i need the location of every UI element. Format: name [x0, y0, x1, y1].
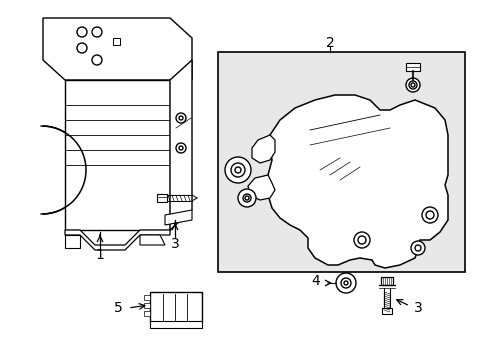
Circle shape [92, 27, 102, 37]
Text: 4: 4 [311, 274, 320, 288]
Circle shape [408, 81, 416, 89]
Circle shape [421, 207, 437, 223]
Circle shape [340, 278, 350, 288]
Circle shape [357, 236, 365, 244]
Circle shape [179, 116, 183, 120]
Circle shape [238, 189, 256, 207]
Circle shape [77, 43, 87, 53]
Circle shape [414, 245, 420, 251]
Bar [150, 321, 202, 328]
Circle shape [230, 163, 244, 177]
Circle shape [244, 196, 248, 200]
Bar [143, 303, 150, 308]
Text: 3: 3 [413, 301, 422, 315]
Text: 2: 2 [325, 36, 334, 50]
Circle shape [179, 146, 183, 150]
Text: 5: 5 [113, 301, 122, 315]
Circle shape [353, 232, 369, 248]
Polygon shape [65, 230, 170, 250]
Circle shape [235, 167, 241, 173]
Bar [218, 52, 464, 272]
Polygon shape [43, 18, 192, 80]
Circle shape [425, 211, 433, 219]
Circle shape [77, 27, 87, 37]
Polygon shape [267, 95, 447, 268]
Circle shape [335, 273, 355, 293]
Circle shape [0, 126, 86, 214]
Circle shape [224, 157, 250, 183]
Text: 1: 1 [95, 248, 104, 262]
Polygon shape [247, 175, 274, 200]
Circle shape [176, 143, 185, 153]
Circle shape [92, 55, 102, 65]
Circle shape [410, 83, 414, 87]
Circle shape [405, 78, 419, 92]
Circle shape [410, 241, 424, 255]
Circle shape [343, 281, 347, 285]
Polygon shape [170, 60, 192, 230]
Polygon shape [65, 235, 80, 248]
Circle shape [243, 194, 250, 202]
Polygon shape [140, 235, 164, 245]
Circle shape [176, 113, 185, 123]
Polygon shape [65, 80, 170, 230]
Bar [380, 277, 392, 285]
Bar [157, 194, 167, 202]
Bar [113, 38, 120, 45]
Bar [143, 295, 150, 300]
Bar [0, 124, 43, 216]
Bar [381, 308, 391, 314]
Polygon shape [251, 135, 274, 163]
Bar [405, 63, 419, 71]
Text: 3: 3 [170, 237, 179, 251]
Bar [150, 292, 202, 322]
Bar [143, 311, 150, 316]
Polygon shape [164, 210, 192, 225]
